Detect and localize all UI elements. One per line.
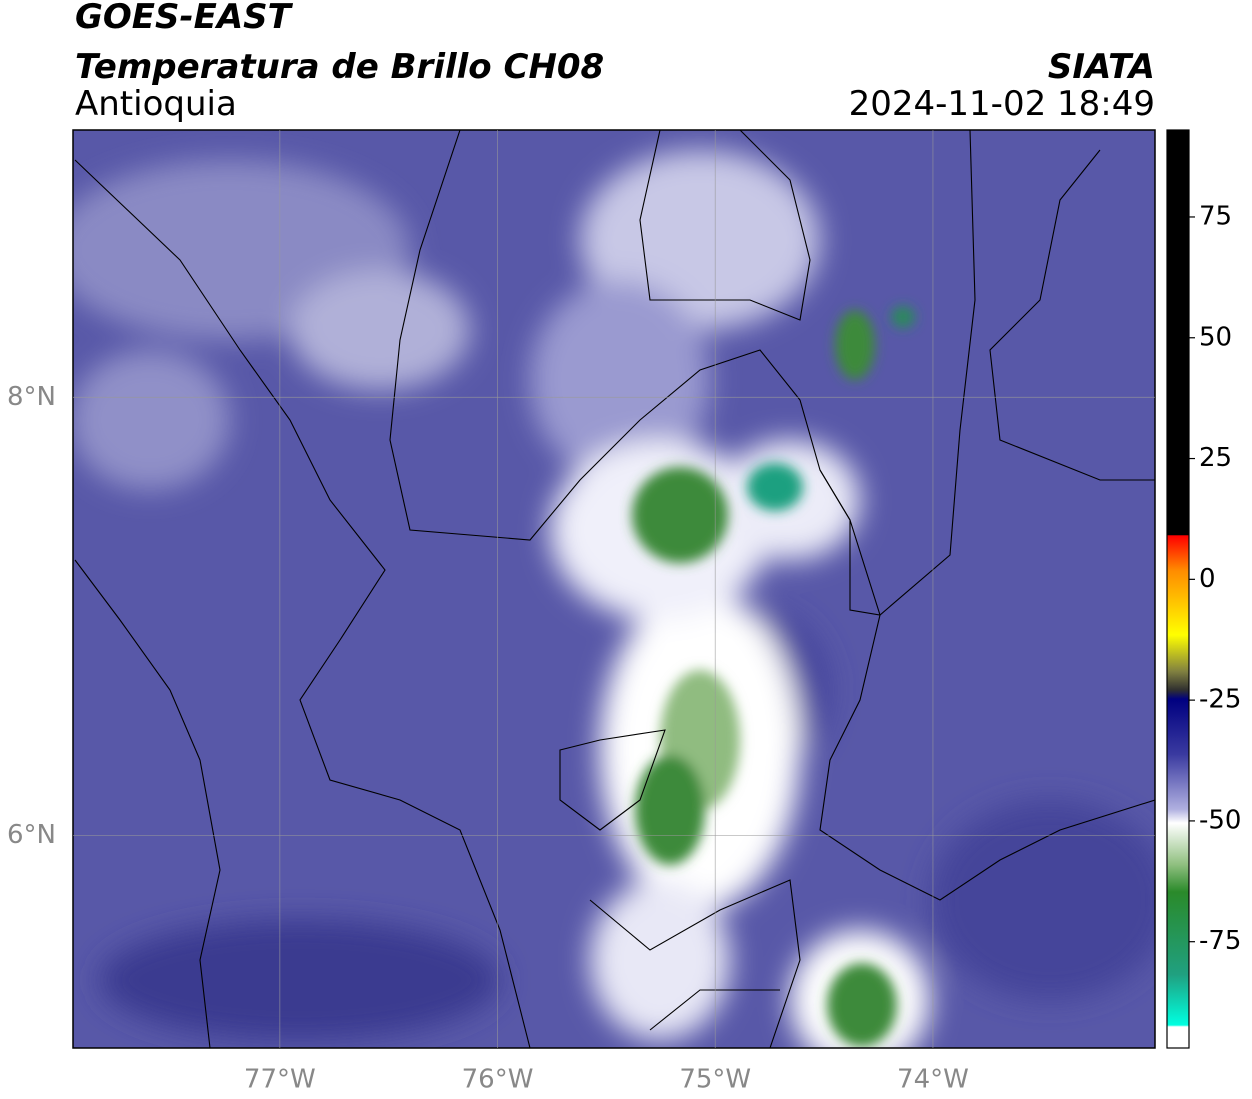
x-tick-label: 77°W — [244, 1065, 316, 1095]
colorbar-tick-label: -75 — [1199, 926, 1241, 956]
colorbar-tick-label: -25 — [1199, 685, 1241, 715]
y-tick-label: 8°N — [7, 382, 56, 412]
colorbar-tick-label: 50 — [1199, 322, 1232, 352]
colorbar-tick-label: 75 — [1199, 201, 1232, 231]
map-frame — [72, 129, 1156, 1049]
title: GOES-EAST — [75, 0, 294, 37]
colorbar-tick-label: -50 — [1199, 805, 1241, 835]
subtitle: Temperatura de Brillo CH08 — [75, 47, 604, 87]
y-tick-label: 6°N — [7, 820, 56, 850]
colorbar-tick-label: 25 — [1199, 443, 1232, 473]
source: SIATA — [1048, 47, 1155, 87]
x-tick-label: 74°W — [897, 1065, 969, 1095]
x-tick-label: 75°W — [679, 1065, 751, 1095]
colorbar — [1166, 129, 1190, 1049]
colorbar-tick-label: 0 — [1199, 564, 1216, 594]
x-tick-label: 76°W — [462, 1065, 534, 1095]
borders — [74, 130, 1155, 1048]
region: Antioquia — [75, 84, 237, 124]
satellite-image — [73, 130, 1155, 1048]
datetime: 2024-11-02 18:49 — [849, 84, 1155, 124]
